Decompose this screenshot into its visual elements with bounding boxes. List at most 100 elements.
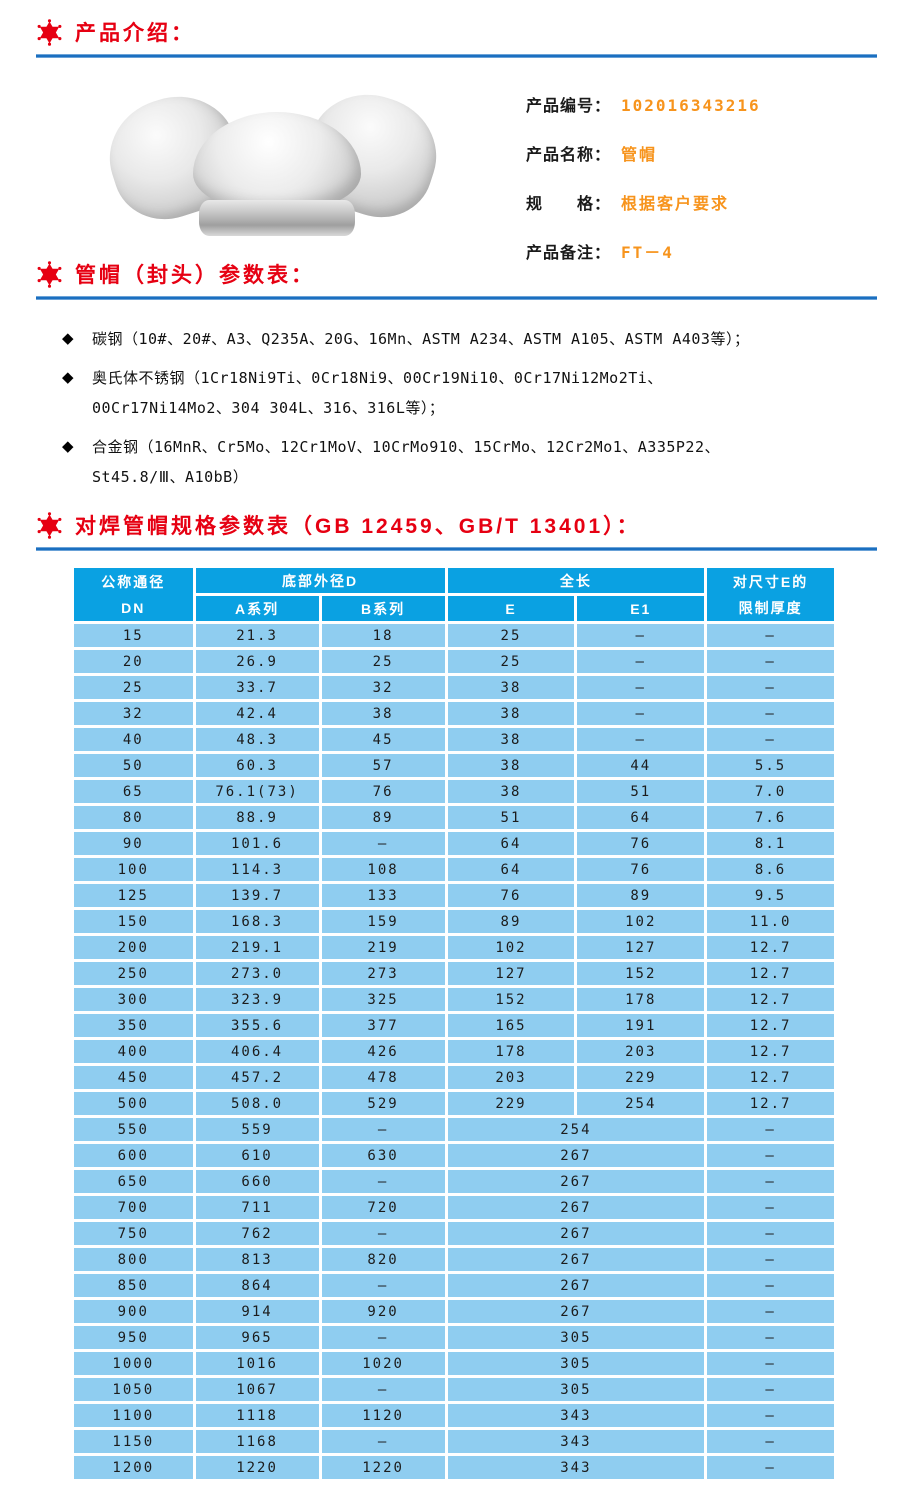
table-cell: 450 (74, 1066, 193, 1089)
table-cell: – (577, 728, 705, 751)
table-cell: 26.9 (195, 650, 319, 673)
table-cell: 127 (447, 962, 575, 985)
table-cell: 7.6 (707, 806, 834, 829)
table-cell: 101.6 (195, 832, 319, 855)
table-cell: 51 (447, 806, 575, 829)
material-text: 合金钢（16MnR、Cr5Mo、12Cr1MoV、10CrMo910、15CrM… (92, 438, 720, 486)
table-cell: 38 (321, 702, 445, 725)
table-cell: 254 (447, 1118, 705, 1141)
table-cell: 355.6 (195, 1014, 319, 1037)
field-value: FT－4 (621, 243, 674, 262)
table-cell: 203 (447, 1066, 575, 1089)
table-cell: 8.1 (707, 832, 834, 855)
diamond-bullet-icon: ◆ (62, 369, 74, 386)
col-header-e1: E1 (577, 596, 705, 621)
table-cell: 60.3 (195, 754, 319, 777)
table-cell: 64 (577, 806, 705, 829)
table-cell: 559 (195, 1118, 319, 1141)
pipe-cap-center (193, 112, 361, 238)
table-row: 1050 1067–305– (74, 1378, 834, 1401)
material-item: ◆ 碳钢（10#、20#、A3、Q235A、20G、16Mn、ASTM A234、… (62, 324, 873, 354)
table-row: 200 219.1 219 102 127 12.7 (74, 936, 834, 959)
table-row: 40 48.3 45 38– – (74, 728, 834, 751)
table-cell: 1150 (74, 1430, 193, 1453)
section-intro-title: 产品介绍： (75, 22, 195, 45)
divider-rule (36, 296, 877, 300)
table-cell: – (707, 1144, 834, 1167)
table-cell: – (707, 1430, 834, 1453)
table-cell: 108 (321, 858, 445, 881)
table-cell: 33.7 (195, 676, 319, 699)
col-header-dn: 公称通径 DN (74, 568, 193, 621)
table-cell: 45 (321, 728, 445, 751)
col-header-e: E (447, 596, 575, 621)
table-cell: 25 (74, 676, 193, 699)
diamond-bullet-icon: ◆ (62, 438, 74, 455)
field-value: 102016343216 (621, 96, 761, 115)
field-value: 管帽 (621, 145, 658, 164)
divider-rule (36, 54, 877, 58)
table-cell: 343 (447, 1404, 705, 1427)
table-cell: 12.7 (707, 1040, 834, 1063)
table-cell: 8.6 (707, 858, 834, 881)
table-cell: 920 (321, 1300, 445, 1323)
table-cell: 12.7 (707, 988, 834, 1011)
table-cell: 32 (74, 702, 193, 725)
table-row: 1200 1220 1220 343– (74, 1456, 834, 1479)
table-cell: – (707, 1378, 834, 1401)
table-cell: 900 (74, 1300, 193, 1323)
table-cell: 267 (447, 1248, 705, 1271)
table-cell: 500 (74, 1092, 193, 1115)
table-cell: 76 (577, 832, 705, 855)
table-cell: 229 (447, 1092, 575, 1115)
table-cell: 219.1 (195, 936, 319, 959)
table-cell: 168.3 (195, 910, 319, 933)
table-cell: 800 (74, 1248, 193, 1271)
table-cell: 914 (195, 1300, 319, 1323)
table-cell: 178 (447, 1040, 575, 1063)
table-cell: 38 (447, 676, 575, 699)
table-cell: 529 (321, 1092, 445, 1115)
table-cell: 25 (447, 624, 575, 647)
table-cell: 323.9 (195, 988, 319, 1011)
star-icon (37, 511, 62, 539)
table-cell: 1168 (195, 1430, 319, 1453)
field-value: 根据客户要求 (621, 194, 730, 213)
table-cell: 550 (74, 1118, 193, 1141)
col-header-series-a: A系列 (195, 596, 319, 621)
table-cell: – (707, 624, 834, 647)
table-cell: 125 (74, 884, 193, 907)
table-cell: 1220 (321, 1456, 445, 1479)
product-fields: 产品编号： 102016343216 产品名称： 管帽规 格： 根据客户要求 产品备注： F… (526, 86, 761, 288)
table-row: 125 139.7 133 76 89 9.5 (74, 884, 834, 907)
table-cell: 813 (195, 1248, 319, 1271)
table-cell: 720 (321, 1196, 445, 1219)
product-intro-block: 产品编号： 102016343216 产品名称： 管帽规 格： 根据客户要求 产品备注： F… (0, 79, 909, 262)
table-row: 250 273.0 273 127 152 12.7 (74, 962, 834, 985)
table-cell: 229 (577, 1066, 705, 1089)
table-cell: 42.4 (195, 702, 319, 725)
divider-rule (36, 547, 877, 551)
table-cell: 350 (74, 1014, 193, 1037)
table-cell: 191 (577, 1014, 705, 1037)
table-row: 1150 1168–343– (74, 1430, 834, 1453)
table-row: 650 660–267– (74, 1170, 834, 1193)
table-row: 90 101.6–64 76 8.1 (74, 832, 834, 855)
table-cell: – (321, 1326, 445, 1349)
table-row: 850 864–267– (74, 1274, 834, 1297)
table-cell: 508.0 (195, 1092, 319, 1115)
table-cell: 965 (195, 1326, 319, 1349)
table-cell: 89 (447, 910, 575, 933)
table-cell: 343 (447, 1456, 705, 1479)
table-cell: 1000 (74, 1352, 193, 1375)
table-row: 800 813 820 267– (74, 1248, 834, 1271)
table-cell: 1067 (195, 1378, 319, 1401)
table-cell: – (707, 1118, 834, 1141)
table-cell: 711 (195, 1196, 319, 1219)
table-cell: 32 (321, 676, 445, 699)
table-row: 950 965–305– (74, 1326, 834, 1349)
table-cell: 254 (577, 1092, 705, 1115)
material-text: 奥氏体不锈钢（1Cr18Ni9Ti、0Cr18Ni9、00Cr19Ni10、0C… (92, 369, 663, 417)
table-cell: 38 (447, 702, 575, 725)
